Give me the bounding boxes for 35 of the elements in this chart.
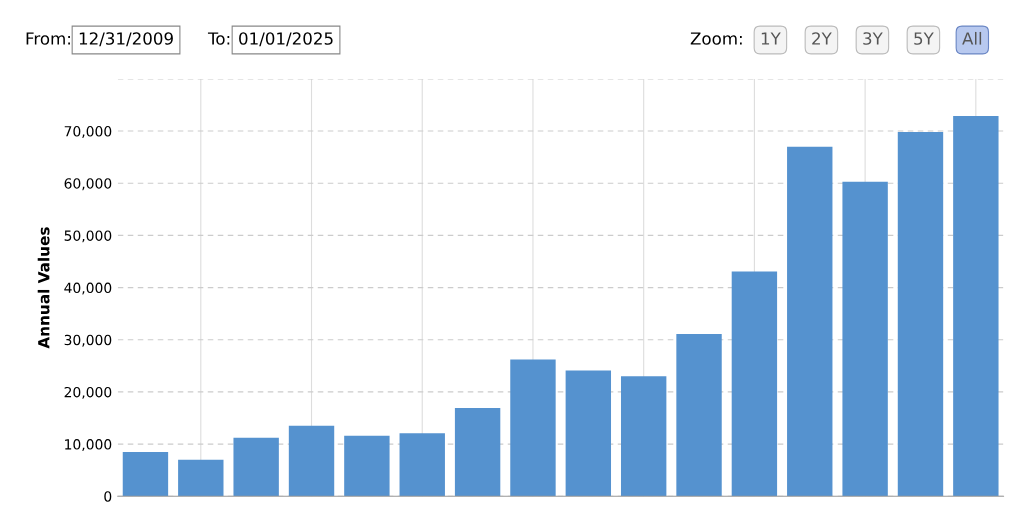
bar [288,425,335,497]
y-tick-label: 70,000 [64,126,112,138]
bar [787,146,833,497]
text: From: [26,32,70,45]
bar [122,451,169,497]
bar [454,408,501,497]
text: To: [207,32,230,45]
y-tick-label: 50,000 [64,230,112,243]
y-tick-label: 40,000 [64,282,112,295]
text: 5Y [914,32,934,45]
text: Zoom: [690,32,742,45]
bar [897,132,944,497]
text: 1Y [761,32,781,45]
y-tick-label: 10,000 [65,439,112,451]
bar [344,435,390,497]
y-tick-label: 20,000 [64,386,112,399]
bar [178,459,224,497]
text: 01/01/2025 [239,32,333,47]
bar [565,370,612,497]
bar [399,433,445,497]
bar [731,271,778,497]
y-axis-title: Annual Values [37,227,50,349]
text: All [962,31,982,45]
bar [510,359,556,497]
bar [842,181,888,497]
bar [953,115,999,497]
text: 3Y [863,32,883,45]
text: 12/31/2009 [79,32,173,47]
bar [676,334,722,497]
bar [620,376,667,497]
bar [233,437,279,497]
y-tick-label: 0 [104,491,112,502]
y-tick-label: 60,000 [64,178,112,191]
y-tick-label: 30,000 [64,334,112,347]
text: 2Y [812,32,832,45]
